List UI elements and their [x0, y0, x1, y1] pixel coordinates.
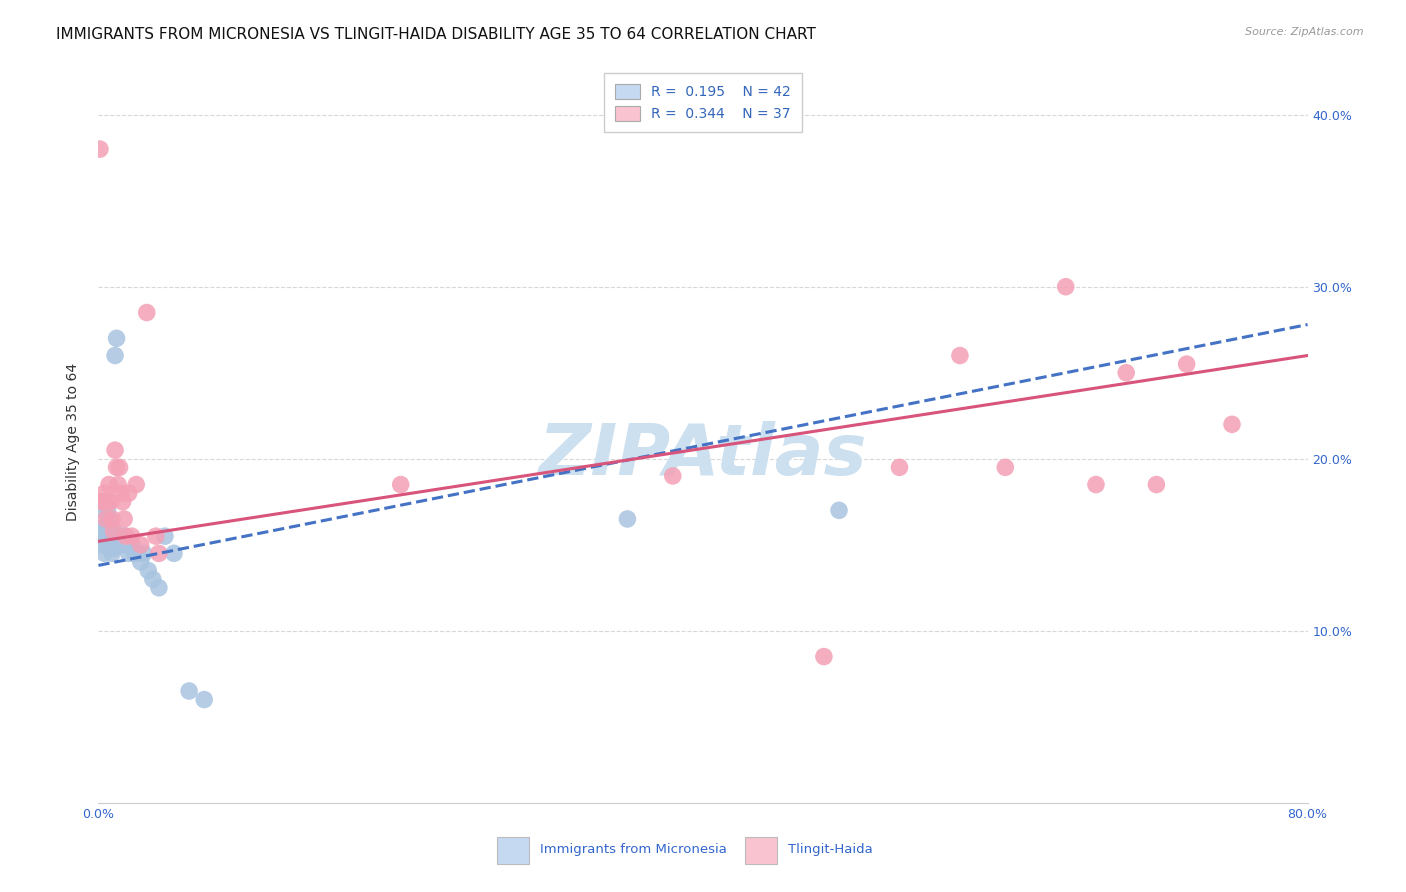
Point [949, 349, 972, 363]
Point [111, 538, 134, 552]
Point [96, 503, 118, 517]
Point [112, 529, 135, 543]
Point [107, 529, 129, 543]
Y-axis label: Disability Age 35 to 64: Disability Age 35 to 64 [66, 362, 80, 521]
Point [115, 538, 138, 552]
Point [661, 469, 683, 483]
Point [110, 529, 132, 543]
Point [101, 512, 124, 526]
Point [89, 529, 111, 543]
Point [121, 538, 143, 552]
Point [100, 520, 122, 534]
Point [1220, 417, 1243, 432]
Point [94, 512, 117, 526]
Point [111, 494, 134, 508]
Point [89, 142, 111, 156]
Point [118, 486, 141, 500]
Point [193, 692, 215, 706]
Text: IMMIGRANTS FROM MICRONESIA VS TLINGIT-HAIDA DISABILITY AGE 35 TO 64 CORRELATION : IMMIGRANTS FROM MICRONESIA VS TLINGIT-HA… [56, 27, 815, 42]
Point [105, 460, 128, 475]
Point [153, 529, 176, 543]
Point [94, 494, 117, 508]
Point [118, 546, 141, 560]
Point [889, 460, 911, 475]
Point [107, 477, 129, 491]
Legend: R =  0.195    N = 42, R =  0.344    N = 37: R = 0.195 N = 42, R = 0.344 N = 37 [605, 73, 801, 132]
Text: Tlingit-Haida: Tlingit-Haida [787, 843, 872, 856]
Point [93, 486, 115, 500]
Point [148, 546, 170, 560]
Point [135, 305, 157, 319]
Point [124, 546, 146, 560]
Point [94, 520, 117, 534]
Point [108, 460, 131, 475]
Point [125, 477, 148, 491]
Point [103, 529, 125, 543]
Point [121, 529, 143, 543]
Point [148, 581, 170, 595]
Point [163, 546, 186, 560]
Point [101, 529, 124, 543]
Point [114, 529, 136, 543]
Text: Source: ZipAtlas.com: Source: ZipAtlas.com [1246, 27, 1364, 37]
Point [1115, 366, 1137, 380]
Point [828, 503, 851, 517]
Point [129, 538, 152, 552]
Point [104, 443, 127, 458]
Point [93, 546, 115, 560]
Point [813, 649, 835, 664]
Point [114, 529, 136, 543]
Point [91, 520, 114, 534]
Point [110, 486, 132, 500]
FancyBboxPatch shape [498, 837, 529, 864]
Point [98, 512, 121, 526]
Point [132, 546, 155, 560]
Point [112, 512, 135, 526]
Point [1175, 357, 1198, 371]
Point [103, 541, 125, 556]
Point [100, 541, 122, 556]
Point [136, 564, 159, 578]
Point [90, 538, 112, 552]
Text: ZIPAtlas: ZIPAtlas [538, 422, 868, 491]
Point [91, 503, 114, 517]
Point [616, 512, 638, 526]
Point [179, 684, 201, 698]
Point [103, 524, 125, 538]
Point [91, 494, 114, 508]
Point [105, 331, 128, 345]
Point [100, 494, 122, 508]
Point [104, 349, 127, 363]
Point [1054, 279, 1077, 293]
Point [108, 529, 131, 543]
Point [145, 529, 167, 543]
Point [389, 477, 412, 491]
Point [1144, 477, 1167, 491]
Point [90, 494, 112, 508]
Text: Immigrants from Micronesia: Immigrants from Micronesia [540, 843, 727, 856]
Point [127, 546, 149, 560]
Point [101, 546, 124, 560]
Point [96, 529, 118, 543]
Point [129, 555, 152, 569]
Point [994, 460, 1017, 475]
FancyBboxPatch shape [745, 837, 776, 864]
Point [98, 477, 121, 491]
Point [1085, 477, 1108, 491]
Point [142, 572, 165, 586]
Point [98, 538, 121, 552]
Point [96, 494, 118, 508]
Point [93, 529, 115, 543]
